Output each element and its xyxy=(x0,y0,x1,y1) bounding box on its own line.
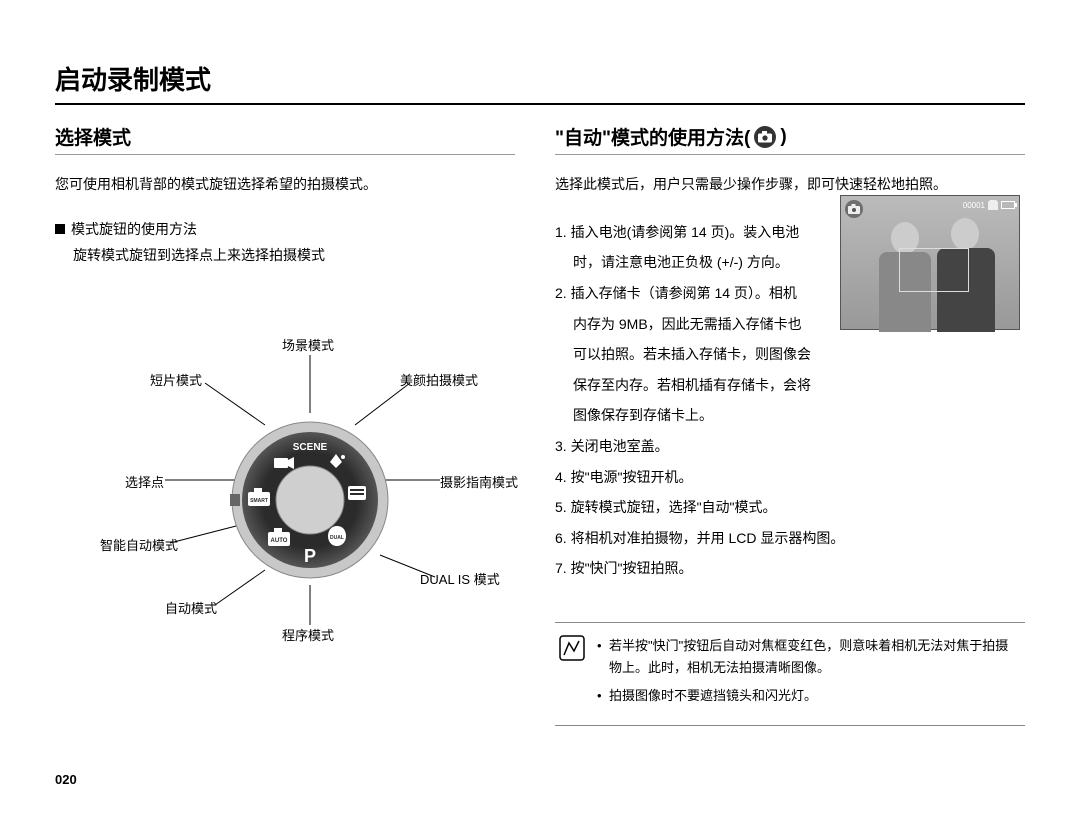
lcd-counter: 00001 xyxy=(963,201,985,210)
note-box: 若半按"快门"按钮后自动对焦框变红色，则意味着相机无法对焦于拍摄物上。此时，相机… xyxy=(555,622,1025,726)
sd-icon xyxy=(988,200,998,210)
bullet-square xyxy=(55,224,65,234)
left-section-title: 选择模式 xyxy=(55,123,515,155)
right-section-title: "自动"模式的使用方法( ) xyxy=(555,123,1025,155)
right-intro: 选择此模式后，用户只需最少操作步骤，即可快速轻松地拍照。 xyxy=(555,173,1025,197)
left-column: 选择模式 您可使用相机背部的模式旋钮选择希望的拍摄模式。 模式旋钮的使用方法 旋… xyxy=(55,123,515,726)
step-2c: 可以拍照。若未插入存储卡，则图像会 xyxy=(573,341,1025,368)
lcd-face-2 xyxy=(951,218,979,250)
label-smart: 智能自动模式 xyxy=(100,535,178,554)
label-auto: 自动模式 xyxy=(165,598,217,617)
note-list: 若半按"快门"按钮后自动对焦框变红色，则意味着相机无法对焦于拍摄物上。此时，相机… xyxy=(597,635,1021,713)
step-7: 7. 按"快门"按钮拍照。 xyxy=(555,555,1025,582)
label-guide: 摄影指南模式 xyxy=(440,472,518,491)
step-2e: 图像保存到存储卡上。 xyxy=(573,402,1025,429)
step-2d: 保存至内存。若相机插有存储卡，会将 xyxy=(573,372,1025,399)
svg-text:SCENE: SCENE xyxy=(293,442,328,453)
step-5: 5. 旋转模式旋钮，选择"自动"模式。 xyxy=(555,494,1025,521)
left-intro: 您可使用相机背部的模式旋钮选择希望的拍摄模式。 xyxy=(55,173,515,197)
dial-usage-body: 旋转模式旋钮到选择点上来选择拍摄模式 xyxy=(73,245,515,265)
right-title-prefix: "自动"模式的使用方法( xyxy=(555,123,750,150)
label-dual: DUAL IS 模式 xyxy=(420,569,500,588)
dial-usage-head-text: 模式旋钮的使用方法 xyxy=(71,219,197,239)
svg-text:DUAL: DUAL xyxy=(330,535,344,541)
svg-text:SMART: SMART xyxy=(250,498,268,504)
note-1: 若半按"快门"按钮后自动对焦框变红色，则意味着相机无法对焦于拍摄物上。此时，相机… xyxy=(597,635,1021,679)
step-3: 3. 关闭电池室盖。 xyxy=(555,433,1025,460)
page-title: 启动录制模式 xyxy=(55,60,1025,105)
camera-icon xyxy=(754,126,776,148)
label-beauty: 美颜拍摄模式 xyxy=(400,370,478,389)
mode-dial-diagram: 场景模式 短片模式 美颜拍摄模式 选择点 摄影指南模式 智能自动模式 DUAL … xyxy=(55,305,515,685)
step-6: 6. 将相机对准拍摄物，并用 LCD 显示器构图。 xyxy=(555,525,1025,552)
label-movie: 短片模式 xyxy=(150,370,202,389)
mode-dial-svg: SCENE SMART xyxy=(230,420,390,580)
page-number: 020 xyxy=(55,772,77,787)
label-scene: 场景模式 xyxy=(282,335,334,354)
right-title-suffix: ) xyxy=(780,126,786,148)
lcd-mode-icon xyxy=(845,200,863,218)
battery-icon xyxy=(1001,201,1015,209)
lcd-top-right: 00001 xyxy=(963,200,1015,210)
dial-usage-head: 模式旋钮的使用方法 xyxy=(55,219,515,239)
note-2: 拍摄图像时不要遮挡镜头和闪光灯。 xyxy=(597,685,1021,707)
note-icon xyxy=(559,635,587,713)
label-pointer: 选择点 xyxy=(125,472,164,491)
svg-text:AUTO: AUTO xyxy=(271,538,288,544)
lcd-preview: 00001 xyxy=(840,195,1020,330)
lcd-focus-frame xyxy=(899,248,969,292)
svg-text:P: P xyxy=(304,546,316,566)
label-program: 程序模式 xyxy=(282,625,334,644)
step-4: 4. 按"电源"按钮开机。 xyxy=(555,464,1025,491)
